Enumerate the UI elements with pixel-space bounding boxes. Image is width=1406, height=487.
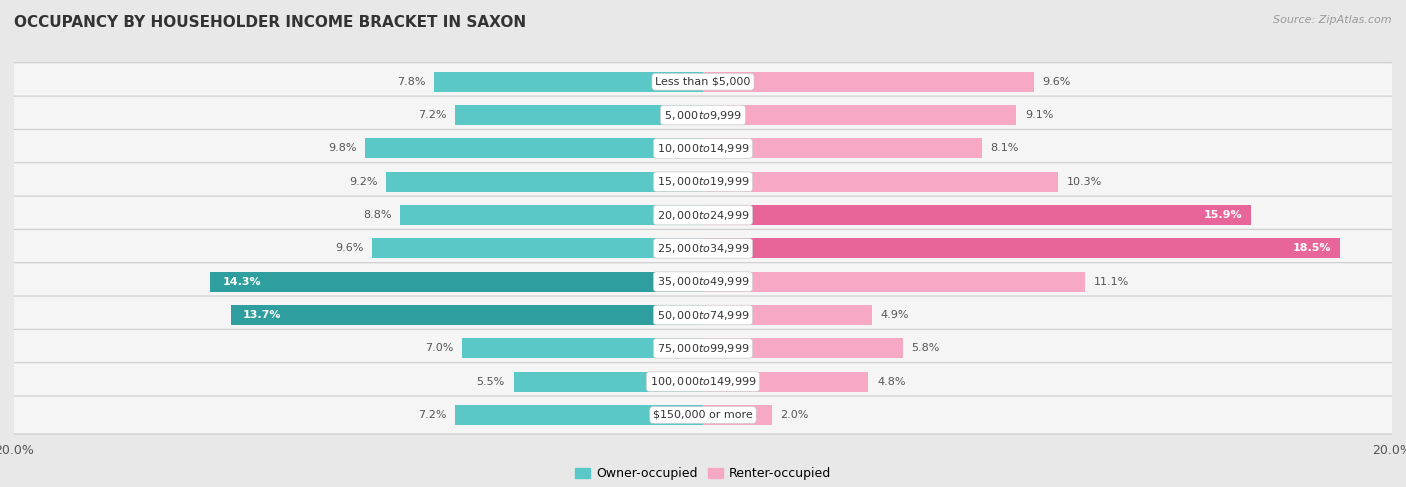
Bar (366, 138, 703, 158)
Text: 9.1%: 9.1% (1025, 110, 1053, 120)
Bar (231, 305, 703, 325)
Text: 4.9%: 4.9% (880, 310, 908, 320)
Bar (703, 138, 981, 158)
Text: 13.7%: 13.7% (243, 310, 281, 320)
Text: Source: ZipAtlas.com: Source: ZipAtlas.com (1274, 15, 1392, 25)
Bar (703, 272, 1085, 292)
Text: 7.0%: 7.0% (425, 343, 453, 354)
Bar (211, 272, 703, 292)
Bar (703, 205, 1251, 225)
Text: 11.1%: 11.1% (1094, 277, 1129, 287)
Bar (461, 338, 703, 358)
Text: 4.8%: 4.8% (877, 376, 905, 387)
Text: $20,000 to $24,999: $20,000 to $24,999 (657, 208, 749, 222)
Text: 10.3%: 10.3% (1066, 177, 1102, 187)
Text: 18.5%: 18.5% (1294, 244, 1331, 253)
Text: 9.8%: 9.8% (329, 143, 357, 153)
Text: $75,000 to $99,999: $75,000 to $99,999 (657, 342, 749, 355)
Text: $10,000 to $14,999: $10,000 to $14,999 (657, 142, 749, 155)
FancyBboxPatch shape (11, 396, 1395, 434)
Text: Less than $5,000: Less than $5,000 (655, 77, 751, 87)
Text: $5,000 to $9,999: $5,000 to $9,999 (664, 109, 742, 122)
Bar (703, 105, 1017, 125)
Text: 8.8%: 8.8% (363, 210, 391, 220)
Bar (703, 172, 1057, 192)
Text: 5.8%: 5.8% (911, 343, 939, 354)
FancyBboxPatch shape (11, 130, 1395, 168)
Bar (434, 72, 703, 92)
Text: 14.3%: 14.3% (222, 277, 262, 287)
FancyBboxPatch shape (11, 262, 1395, 300)
Text: $100,000 to $149,999: $100,000 to $149,999 (650, 375, 756, 388)
Bar (703, 72, 1033, 92)
Text: 8.1%: 8.1% (991, 143, 1019, 153)
Text: 7.2%: 7.2% (418, 410, 446, 420)
Text: 7.8%: 7.8% (398, 77, 426, 87)
Text: $15,000 to $19,999: $15,000 to $19,999 (657, 175, 749, 188)
Bar (703, 305, 872, 325)
Text: 15.9%: 15.9% (1204, 210, 1241, 220)
Bar (513, 372, 703, 392)
Legend: Owner-occupied, Renter-occupied: Owner-occupied, Renter-occupied (569, 462, 837, 485)
Text: 2.0%: 2.0% (780, 410, 808, 420)
Text: $150,000 or more: $150,000 or more (654, 410, 752, 420)
Text: OCCUPANCY BY HOUSEHOLDER INCOME BRACKET IN SAXON: OCCUPANCY BY HOUSEHOLDER INCOME BRACKET … (14, 15, 526, 30)
FancyBboxPatch shape (11, 229, 1395, 267)
Text: 7.2%: 7.2% (418, 110, 446, 120)
FancyBboxPatch shape (11, 296, 1395, 334)
FancyBboxPatch shape (11, 363, 1395, 401)
Bar (703, 238, 1340, 259)
Bar (373, 238, 703, 259)
Text: 5.5%: 5.5% (477, 376, 505, 387)
Text: $50,000 to $74,999: $50,000 to $74,999 (657, 308, 749, 321)
Bar (387, 172, 703, 192)
Text: $25,000 to $34,999: $25,000 to $34,999 (657, 242, 749, 255)
Bar (703, 338, 903, 358)
FancyBboxPatch shape (11, 196, 1395, 234)
FancyBboxPatch shape (11, 63, 1395, 101)
Bar (456, 105, 703, 125)
Bar (703, 405, 772, 425)
Bar (399, 205, 703, 225)
Bar (703, 372, 869, 392)
Text: $35,000 to $49,999: $35,000 to $49,999 (657, 275, 749, 288)
FancyBboxPatch shape (11, 329, 1395, 367)
Text: 9.6%: 9.6% (1042, 77, 1071, 87)
Bar (456, 405, 703, 425)
Text: 9.2%: 9.2% (349, 177, 377, 187)
FancyBboxPatch shape (11, 96, 1395, 134)
Text: 9.6%: 9.6% (335, 244, 364, 253)
FancyBboxPatch shape (11, 163, 1395, 201)
